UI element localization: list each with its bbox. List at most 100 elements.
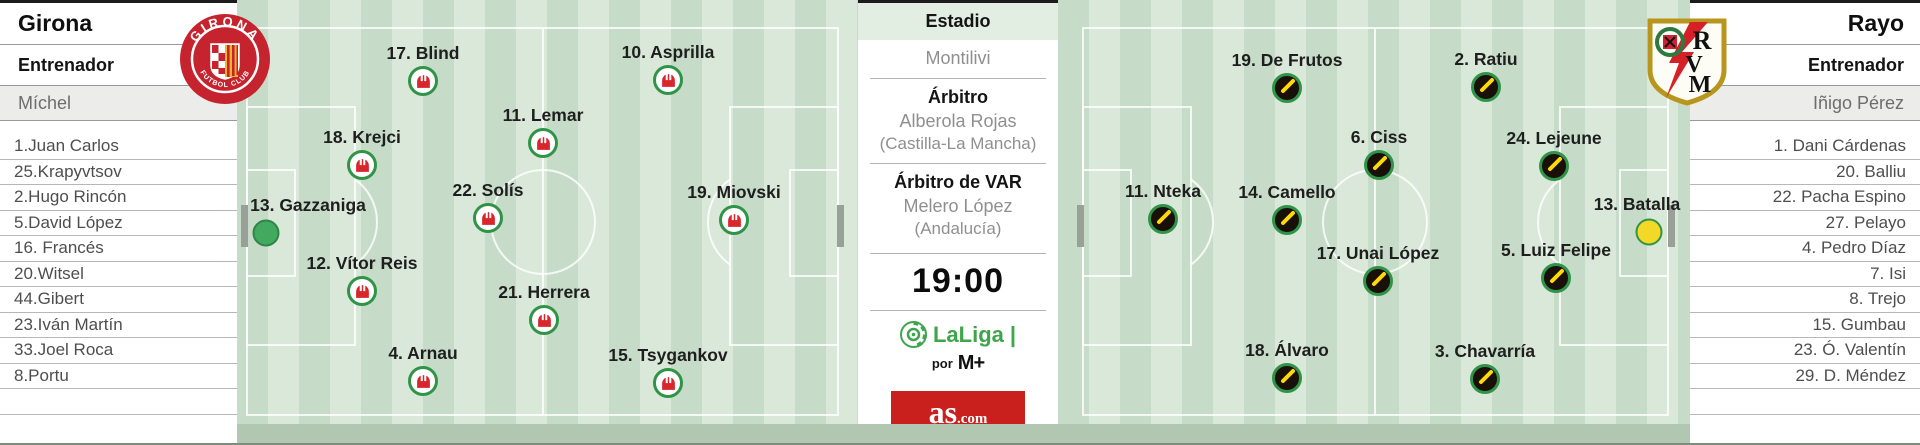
player-marker xyxy=(1272,73,1302,103)
substitute-row: 23. Ó. Valentín xyxy=(1690,338,1920,364)
movistar-plus-logo: M+ xyxy=(957,352,985,374)
substitute-row: 8. Trejo xyxy=(1690,287,1920,313)
player-label: 12. Vítor Reis xyxy=(306,253,418,273)
svg-text:R: R xyxy=(1693,26,1712,55)
player-marker xyxy=(408,66,438,96)
away-coach-name: Iñigo Pérez xyxy=(1690,86,1920,121)
rayo-sash-icon xyxy=(1550,269,1564,283)
laliga-logo: LaLiga | xyxy=(858,321,1058,348)
substitute-row: 7. Isi xyxy=(1690,262,1920,287)
goalkeeper-marker xyxy=(252,219,280,247)
rayo-crest-icon: R V M xyxy=(1642,16,1732,111)
girona-shirt-icon xyxy=(661,73,675,87)
substitute-row: 25.Krapyvtsov xyxy=(0,160,237,185)
player-label: 5. Luiz Felipe xyxy=(1501,240,1611,260)
player-marker xyxy=(408,366,438,396)
rayo-sash-icon xyxy=(1281,211,1295,225)
home-substitutes-list: 1.Juan Carlos 25.Krapyvtsov 2.Hugo Rincón 5… xyxy=(0,134,237,415)
player-marker xyxy=(347,276,377,306)
player-label: 13. Gazzaniga xyxy=(250,195,366,215)
home-coach-name: Míchel xyxy=(0,86,237,121)
empty-row xyxy=(0,389,237,415)
laliga-bar: | xyxy=(1009,321,1017,347)
player-label: 19. Miovski xyxy=(687,182,781,202)
stadium-name: Montilivi xyxy=(925,48,991,68)
substitute-row: 2.Hugo Rincón xyxy=(0,185,237,211)
player-marker xyxy=(1272,205,1302,235)
player-label: 24. Lejeune xyxy=(1506,128,1602,148)
divider xyxy=(870,310,1046,311)
pitch-bottom-band xyxy=(237,424,1690,443)
player-label: 13. Batalla xyxy=(1593,194,1681,214)
away-panel: Rayo Entrenador Iñigo Pérez 1. Dani Cárd… xyxy=(1690,0,1920,443)
girona-shirt-icon xyxy=(661,376,675,390)
girona-shirt-icon xyxy=(416,74,430,88)
girona-shirt-icon xyxy=(481,211,495,225)
rayo-sash-icon xyxy=(1548,157,1562,171)
substitute-row: 44.Gibert xyxy=(0,287,237,313)
substitute-row: 23.Iván Martín xyxy=(0,313,237,338)
player-marker xyxy=(1148,204,1178,234)
empty-row xyxy=(1690,389,1920,415)
player-marker xyxy=(473,203,503,233)
player-label: 14. Camello xyxy=(1238,182,1336,202)
girona-shirt-icon xyxy=(536,136,550,150)
referee-name: Alberola Rojas xyxy=(899,111,1017,131)
match-info-panel: Estadio Montilivi Árbitro Alberola Rojas… xyxy=(858,0,1058,443)
away-team-title: Rayo xyxy=(1690,3,1920,45)
substitute-row: 33.Joel Roca xyxy=(0,338,237,364)
rayo-sash-icon xyxy=(1372,272,1386,286)
as-logo-dotcom: .com xyxy=(957,411,988,427)
substitute-row: 29. D. Méndez xyxy=(1690,364,1920,389)
substitute-row: 22. Pacha Espino xyxy=(1690,185,1920,211)
away-pitch: 19. De Frutos 2. Ratiu 6. Ciss 24. Lejeune 1… xyxy=(1058,0,1690,443)
home-coach-label: Entrenador xyxy=(0,45,237,86)
player-label: 18. Álvaro xyxy=(1245,340,1329,360)
player-label: 15. Tsygankov xyxy=(608,345,728,365)
widget-bottom-border xyxy=(0,443,1920,445)
girona-shirt-icon xyxy=(416,374,430,388)
player-label: 2. Ratiu xyxy=(1454,49,1518,69)
girona-shirt-icon xyxy=(727,213,741,227)
home-pitch: 13. Gazzaniga 12. Vítor Reis 18. Krejci 17.… xyxy=(237,0,858,443)
away-coach-label: Entrenador xyxy=(1690,45,1920,86)
player-marker xyxy=(1363,266,1393,296)
substitute-row: 1. Dani Cárdenas xyxy=(1690,134,1920,160)
svg-text:M: M xyxy=(1689,72,1712,98)
player-label: 17. Unai López xyxy=(1316,243,1440,263)
rayo-sash-icon xyxy=(1479,370,1493,384)
player-marker xyxy=(528,128,558,158)
girona-shirt-icon xyxy=(355,284,369,298)
substitute-row: 20.Witsel xyxy=(0,262,237,287)
divider xyxy=(870,163,1046,164)
player-marker xyxy=(719,205,749,235)
player-label: 3. Chavarría xyxy=(1434,341,1536,361)
player-label: 4. Arnau xyxy=(388,343,458,363)
player-marker xyxy=(653,65,683,95)
substitute-row: 8.Portu xyxy=(0,364,237,389)
player-label: 17. Blind xyxy=(386,43,460,63)
player-label: 11. Nteka xyxy=(1125,181,1201,201)
girona-shirt-icon xyxy=(355,158,369,172)
girona-crest-icon: GIRONA FUTBOL CLUB xyxy=(179,13,271,110)
girona-shirt-icon xyxy=(537,313,551,327)
svg-text:V: V xyxy=(1685,52,1703,78)
player-label: 19. De Frutos xyxy=(1231,50,1343,70)
stadium-label: Estadio xyxy=(858,3,1058,40)
divider xyxy=(870,78,1046,79)
rayo-sash-icon xyxy=(1281,369,1295,383)
player-label: 22. Solís xyxy=(452,180,524,200)
player-marker xyxy=(653,368,683,398)
divider xyxy=(870,253,1046,254)
substitute-row: 4. Pedro Díaz xyxy=(1690,236,1920,262)
pitch-markings xyxy=(241,0,844,443)
laliga-wordmark: LaLiga xyxy=(932,321,1004,347)
movistar-row: por M+ xyxy=(858,352,1058,375)
player-label: 6. Ciss xyxy=(1350,127,1408,147)
rayo-sash-icon xyxy=(1157,210,1171,224)
player-marker xyxy=(1541,263,1571,293)
var-referee-label: Árbitro de VAR xyxy=(894,172,1022,192)
player-marker xyxy=(1470,364,1500,394)
substitute-row: 5.David López xyxy=(0,211,237,236)
